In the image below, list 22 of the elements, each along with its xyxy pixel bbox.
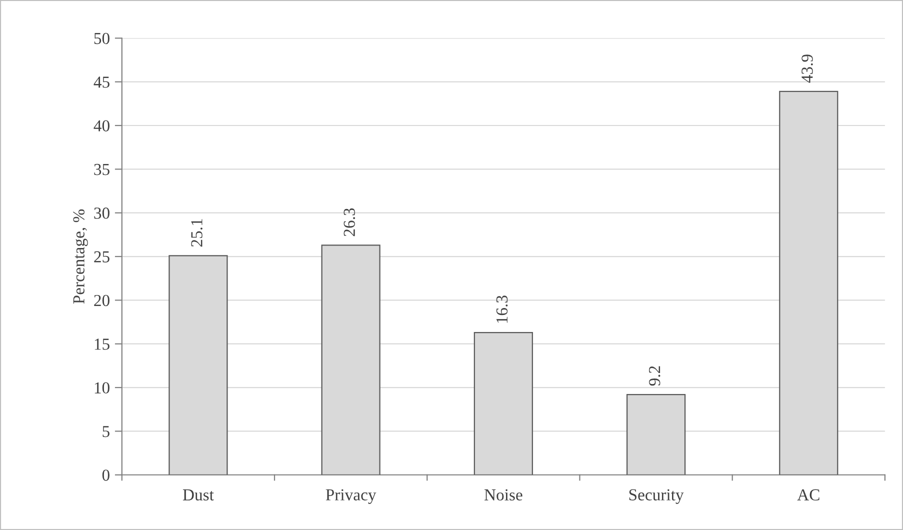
data-label: 26.3 [344,208,356,236]
x-tick-label: Security [629,489,684,504]
y-tick-label: 40 [94,120,110,132]
y-tick-label: 35 [94,164,110,176]
y-axis-title: Percentage, % [73,209,88,304]
x-tick-label: AC [797,489,820,500]
y-tick-label: 30 [94,208,110,219]
x-tick-label: Noise [484,489,522,500]
data-label: 43.9 [802,54,813,83]
data-label: 16.3 [496,296,508,323]
y-tick-label: 50 [94,32,110,44]
x-tick-label: Privacy [326,489,376,504]
data-label: 25.1 [191,219,202,247]
y-tick-label: 45 [94,76,110,88]
y-tick-label: 20 [94,294,110,306]
y-tick-label: 10 [94,382,110,394]
data-label: 9.2 [649,366,660,386]
y-tick-label: 15 [94,338,110,350]
y-tick-label: 5 [102,426,110,438]
y-tick-label: 0 [102,470,110,481]
y-tick-label: 25 [94,251,110,262]
x-tick-label: Dust [182,489,214,500]
